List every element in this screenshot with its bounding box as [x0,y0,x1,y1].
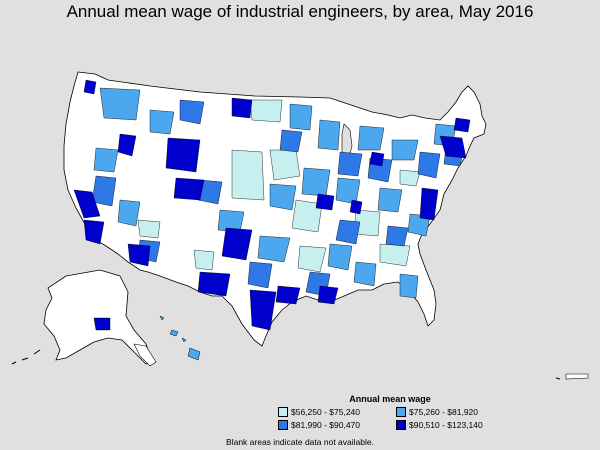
legend-item-tier-2: $75,260 - $81,920 [396,407,478,417]
legend-item-tier-1: $56,250 - $75,240 [278,407,360,417]
regions-tier-2 [93,87,457,299]
legend-label: $90,510 - $123,140 [409,420,483,430]
legend-label: $81,990 - $90,470 [291,420,361,430]
legend-label: $75,260 - $81,920 [409,407,479,417]
map-title: Annual mean wage of industrial engineers… [66,2,534,21]
legend-label: $56,250 - $75,240 [291,407,361,417]
legend-swatch [278,407,288,417]
alaska-dark-region [93,317,111,331]
puerto-rico [565,373,589,380]
alaska-southeast [133,343,157,367]
data-note: Blank areas indicate data not available. [226,437,374,447]
regions-tier-1 [137,99,421,273]
legend-swatch [278,420,288,430]
legend-swatch [396,420,406,430]
virgin-islands-marks [555,377,561,380]
aleutian-islands [11,349,41,365]
legend-item-tier-3: $81,990 - $90,470 [278,420,360,430]
hawaii [159,315,201,361]
legend-title: Annual mean wage [349,394,431,404]
legend-item-tier-4: $90,510 - $123,140 [396,420,483,430]
legend-swatch [396,407,406,417]
alaska [43,269,153,365]
regions-tier-4 [73,79,471,331]
